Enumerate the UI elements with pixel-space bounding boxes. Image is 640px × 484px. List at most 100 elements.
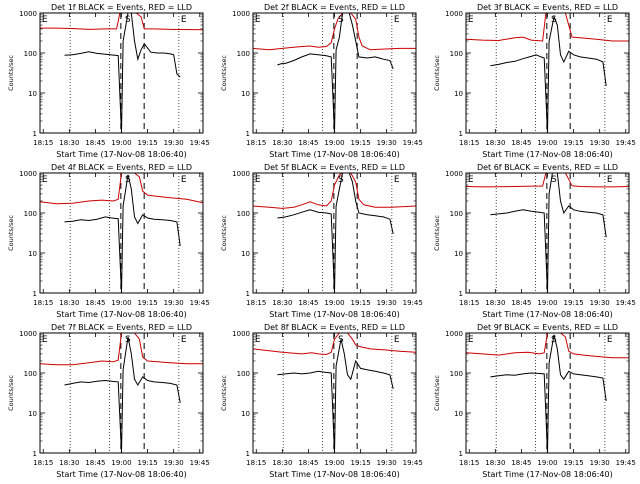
panel-title: Det 8f BLACK = Events, RED = LLD [264,323,405,332]
panel-title: Det 3f BLACK = Events, RED = LLD [477,3,618,12]
panel-title: Det 9f BLACK = Events, RED = LLD [477,323,618,332]
x-tick-label: 18:15 [246,299,266,307]
series-events-black [64,12,181,134]
panel-3: Det 3f BLACK = Events, RED = LLD Counts/s… [433,3,636,159]
x-axis-label: Start Time (17-Nov-08 18:06:40) [56,470,186,479]
marker-label: E [181,15,187,25]
y-tick-label: 100 [24,50,37,58]
y-tick-label: 1 [33,450,37,458]
marker-label: E [42,175,48,185]
x-tick-label: 19:30 [377,299,397,307]
x-tick-label: 19:45 [190,459,210,467]
panel-9: Det 9f BLACK = Events, RED = LLD Counts/s… [433,323,636,479]
x-tick-label: 18:45 [85,299,105,307]
x-tick-label: 18:30 [272,139,292,147]
y-tick-label: 1000 [232,10,250,18]
x-tick-label: 19:00 [324,459,344,467]
y-tick-label: 10 [454,250,463,258]
x-tick-label: 19:15 [563,459,583,467]
x-tick-label: 19:45 [616,299,636,307]
x-tick-label: 19:45 [616,139,636,147]
x-tick-label: 18:30 [59,139,79,147]
x-tick-label: 19:15 [350,459,370,467]
x-tick-label: 19:30 [590,299,610,307]
y-axis-label: Counts/sec [7,375,15,411]
marker-label: E [468,15,474,25]
y-tick-label: 1 [459,130,463,138]
x-axis-label: Start Time (17-Nov-08 18:06:40) [56,150,186,159]
y-tick-label: 10 [241,410,250,418]
x-tick-label: 19:15 [563,139,583,147]
y-tick-label: 100 [450,370,463,378]
x-tick-label: 19:45 [190,299,210,307]
y-axis-label: Counts/sec [7,215,15,251]
x-tick-label: 18:45 [298,299,318,307]
y-tick-label: 1000 [19,170,37,178]
marker-label: E [42,15,48,25]
series-events-black [64,174,181,294]
x-tick-label: 19:30 [590,459,610,467]
x-tick-label: 18:30 [485,299,505,307]
marker-label: E [468,175,474,185]
y-tick-label: 1 [459,450,463,458]
x-tick-label: 19:00 [111,139,131,147]
y-tick-label: 1000 [19,10,37,18]
y-tick-label: 100 [24,370,37,378]
series-events-black [277,339,394,454]
plot-frame [39,172,204,294]
x-tick-label: 19:45 [190,139,210,147]
y-tick-label: 10 [454,410,463,418]
x-tick-label: 19:00 [324,299,344,307]
y-tick-label: 1 [33,130,37,138]
y-tick-label: 10 [28,250,37,258]
series-events-black [490,172,607,294]
x-tick-label: 18:15 [33,139,53,147]
plot-frame [252,332,417,454]
marker-label: E [181,335,187,345]
marker-label: E [468,335,474,345]
x-tick-label: 18:45 [511,459,531,467]
x-axis-label: Start Time (17-Nov-08 18:06:40) [56,310,186,319]
y-tick-label: 100 [237,370,250,378]
x-tick-label: 19:00 [111,299,131,307]
marker-label: E [255,335,261,345]
x-tick-label: 18:45 [511,139,531,147]
plot-frame [39,332,204,454]
x-tick-label: 18:15 [459,299,479,307]
marker-label: S [338,335,344,345]
x-tick-label: 19:00 [537,139,557,147]
x-tick-label: 18:15 [33,459,53,467]
y-tick-label: 10 [241,90,250,98]
plot-frame [465,332,630,454]
x-tick-label: 18:30 [272,299,292,307]
y-tick-label: 1 [246,130,250,138]
marker-label: E [42,335,48,345]
marker-label: S [551,15,557,25]
y-tick-label: 1 [459,290,463,298]
panel-7: Det 7f BLACK = Events, RED = LLD Counts/s… [7,323,210,479]
y-tick-label: 1000 [445,10,463,18]
x-tick-label: 19:30 [377,459,397,467]
marker-label: E [255,15,261,25]
marker-label: S [551,335,557,345]
marker-label: E [394,15,400,25]
panel-title: Det 4f BLACK = Events, RED = LLD [51,163,192,172]
marker-label: S [125,15,131,25]
x-tick-label: 19:00 [537,459,557,467]
x-tick-label: 19:15 [137,139,157,147]
x-tick-label: 19:30 [590,139,610,147]
y-axis-label: Counts/sec [433,375,441,411]
x-tick-label: 19:30 [164,459,184,467]
x-tick-label: 19:45 [616,459,636,467]
series-events-black [490,15,607,134]
marker-label: S [125,175,131,185]
x-tick-label: 18:30 [485,139,505,147]
x-axis-label: Start Time (17-Nov-08 18:06:40) [269,310,399,319]
y-tick-label: 100 [450,210,463,218]
marker-label: S [125,335,131,345]
plot-frame [252,172,417,294]
y-tick-label: 1000 [445,330,463,338]
y-axis-label: Counts/sec [220,55,228,91]
panel-8: Det 8f BLACK = Events, RED = LLD Counts/s… [220,323,423,479]
panel-1: Det 1f BLACK = Events, RED = LLD Counts/s… [7,3,210,159]
